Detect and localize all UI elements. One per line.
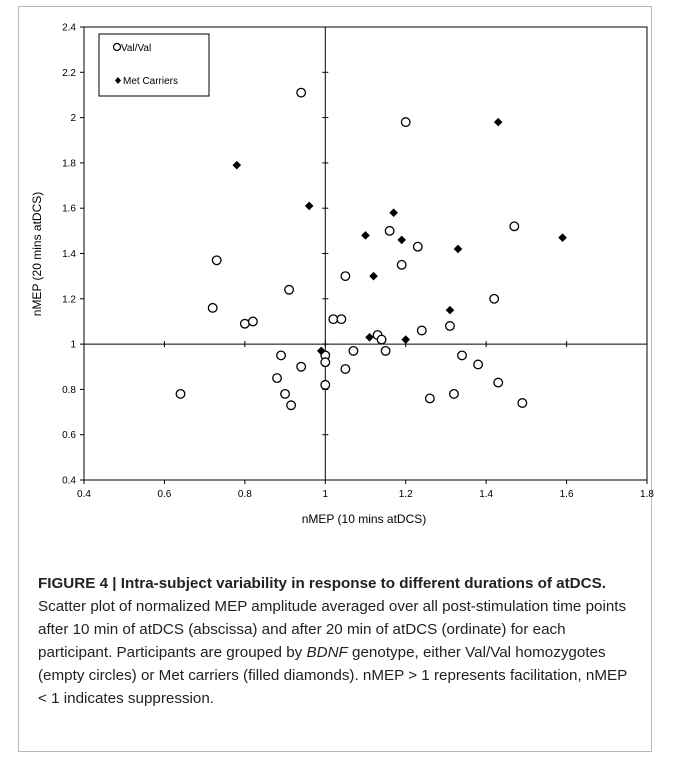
- figure-caption: FIGURE 4 | Intra-subject variability in …: [38, 572, 638, 710]
- val-val-point: [207, 302, 218, 313]
- y-tick-label: 1.4: [62, 249, 76, 260]
- val-val-point: [412, 241, 423, 252]
- met-carrier-point: [316, 346, 326, 356]
- legend-label-met-carriers: Met Carriers: [123, 76, 178, 87]
- x-tick-label: 1.6: [560, 489, 574, 500]
- y-tick-label: 1.2: [62, 294, 76, 305]
- y-tick-label: 0.8: [62, 385, 76, 396]
- x-tick-label: 1.8: [640, 489, 654, 500]
- met-carrier-point: [558, 233, 567, 242]
- val-val-point: [340, 364, 351, 374]
- met-carrier-point: [389, 208, 398, 218]
- val-val-point: [296, 87, 307, 98]
- y-tick-label: 0.6: [62, 430, 76, 441]
- met-carrier-point: [493, 117, 503, 127]
- val-val-point: [457, 350, 467, 361]
- val-val-point: [320, 357, 331, 368]
- met-carrier-point: [232, 160, 242, 170]
- legend-circle-marker: [112, 42, 122, 52]
- val-val-point: [384, 225, 395, 236]
- met-carrier-point: [397, 235, 406, 245]
- caption-title: FIGURE 4 | Intra-subject variability in …: [38, 575, 606, 592]
- val-val-point: [272, 373, 282, 384]
- val-val-point: [348, 345, 359, 356]
- caption-text-2: genotype, either Val/Val homozygotes (em…: [38, 644, 628, 707]
- val-val-point: [340, 271, 351, 282]
- val-val-point: [509, 221, 520, 232]
- x-tick-label: 0.4: [77, 489, 91, 500]
- met-carrier-point: [401, 335, 411, 344]
- val-val-point: [328, 314, 339, 325]
- val-val-point: [489, 293, 500, 304]
- val-val-point: [416, 325, 427, 336]
- met-carrier-points: [232, 117, 567, 356]
- val-val-point: [211, 255, 222, 266]
- val-val-point: [286, 400, 297, 411]
- caption-italic-gene: BDNF: [306, 644, 348, 661]
- met-carrier-point: [445, 305, 455, 315]
- y-tick-label: 1.6: [62, 204, 76, 215]
- val-val-point: [493, 377, 504, 388]
- y-tick-label: 0.4: [62, 476, 76, 487]
- x-tick-label: 0.8: [238, 489, 252, 500]
- y-axis-ticks: 0.4 0.6 0.8 1 1.2 1.4 1.6 1.8 2 2.2 2.4: [62, 23, 329, 487]
- val-val-point: [175, 388, 186, 399]
- y-tick-label: 2.2: [62, 68, 76, 79]
- met-carrier-point: [304, 201, 314, 211]
- val-val-point: [473, 359, 484, 370]
- val-val-points: [175, 87, 528, 411]
- x-axis-ticks: 0.4 0.6 0.8 1 1.2 1.4 1.6 1.8: [77, 341, 654, 500]
- scatter-chart: 0.4 0.6 0.8 1 1.2 1.4 1.6 1.8 0.4 0.6 0.8 1 1.2 1.4 1…: [30, 23, 654, 527]
- val-val-point: [336, 314, 347, 325]
- met-carrier-point: [453, 244, 463, 254]
- met-carrier-point: [369, 271, 378, 281]
- legend-label-val-val: Val/Val: [121, 43, 151, 54]
- met-carrier-point: [361, 231, 370, 240]
- val-val-point: [280, 388, 291, 399]
- val-val-point: [449, 388, 459, 399]
- y-tick-label: 2: [70, 113, 76, 124]
- figure-frame: [18, 6, 652, 752]
- x-tick-label: 1.4: [479, 489, 493, 500]
- val-val-point: [400, 117, 411, 128]
- val-val-point: [517, 398, 528, 408]
- x-tick-label: 1.2: [399, 489, 413, 500]
- val-val-point: [380, 345, 391, 356]
- met-carrier-point: [365, 333, 374, 342]
- y-tick-label: 1.8: [62, 158, 76, 169]
- x-tick-label: 1: [323, 489, 329, 500]
- val-val-point: [424, 393, 435, 404]
- caption-text-1: Scatter plot of normalized MEP amplitude…: [38, 598, 627, 661]
- y-tick-label: 2.4: [62, 23, 76, 34]
- val-val-point: [396, 259, 407, 270]
- x-axis-title: nMEP (10 mins atDCS): [302, 512, 426, 526]
- y-axis-title: nMEP (20 mins atDCS): [30, 192, 44, 316]
- val-val-point: [239, 318, 250, 329]
- x-tick-label: 0.6: [157, 489, 171, 500]
- val-val-point: [320, 379, 331, 390]
- legend: Val/Val Met Carriers: [98, 33, 210, 97]
- legend-diamond-marker: [115, 77, 121, 84]
- val-val-point: [284, 284, 295, 295]
- val-val-point: [376, 334, 387, 345]
- val-val-point: [296, 361, 307, 372]
- val-val-point: [445, 321, 455, 331]
- val-val-point: [276, 350, 287, 361]
- val-val-point: [247, 316, 258, 327]
- y-tick-label: 1: [70, 340, 76, 351]
